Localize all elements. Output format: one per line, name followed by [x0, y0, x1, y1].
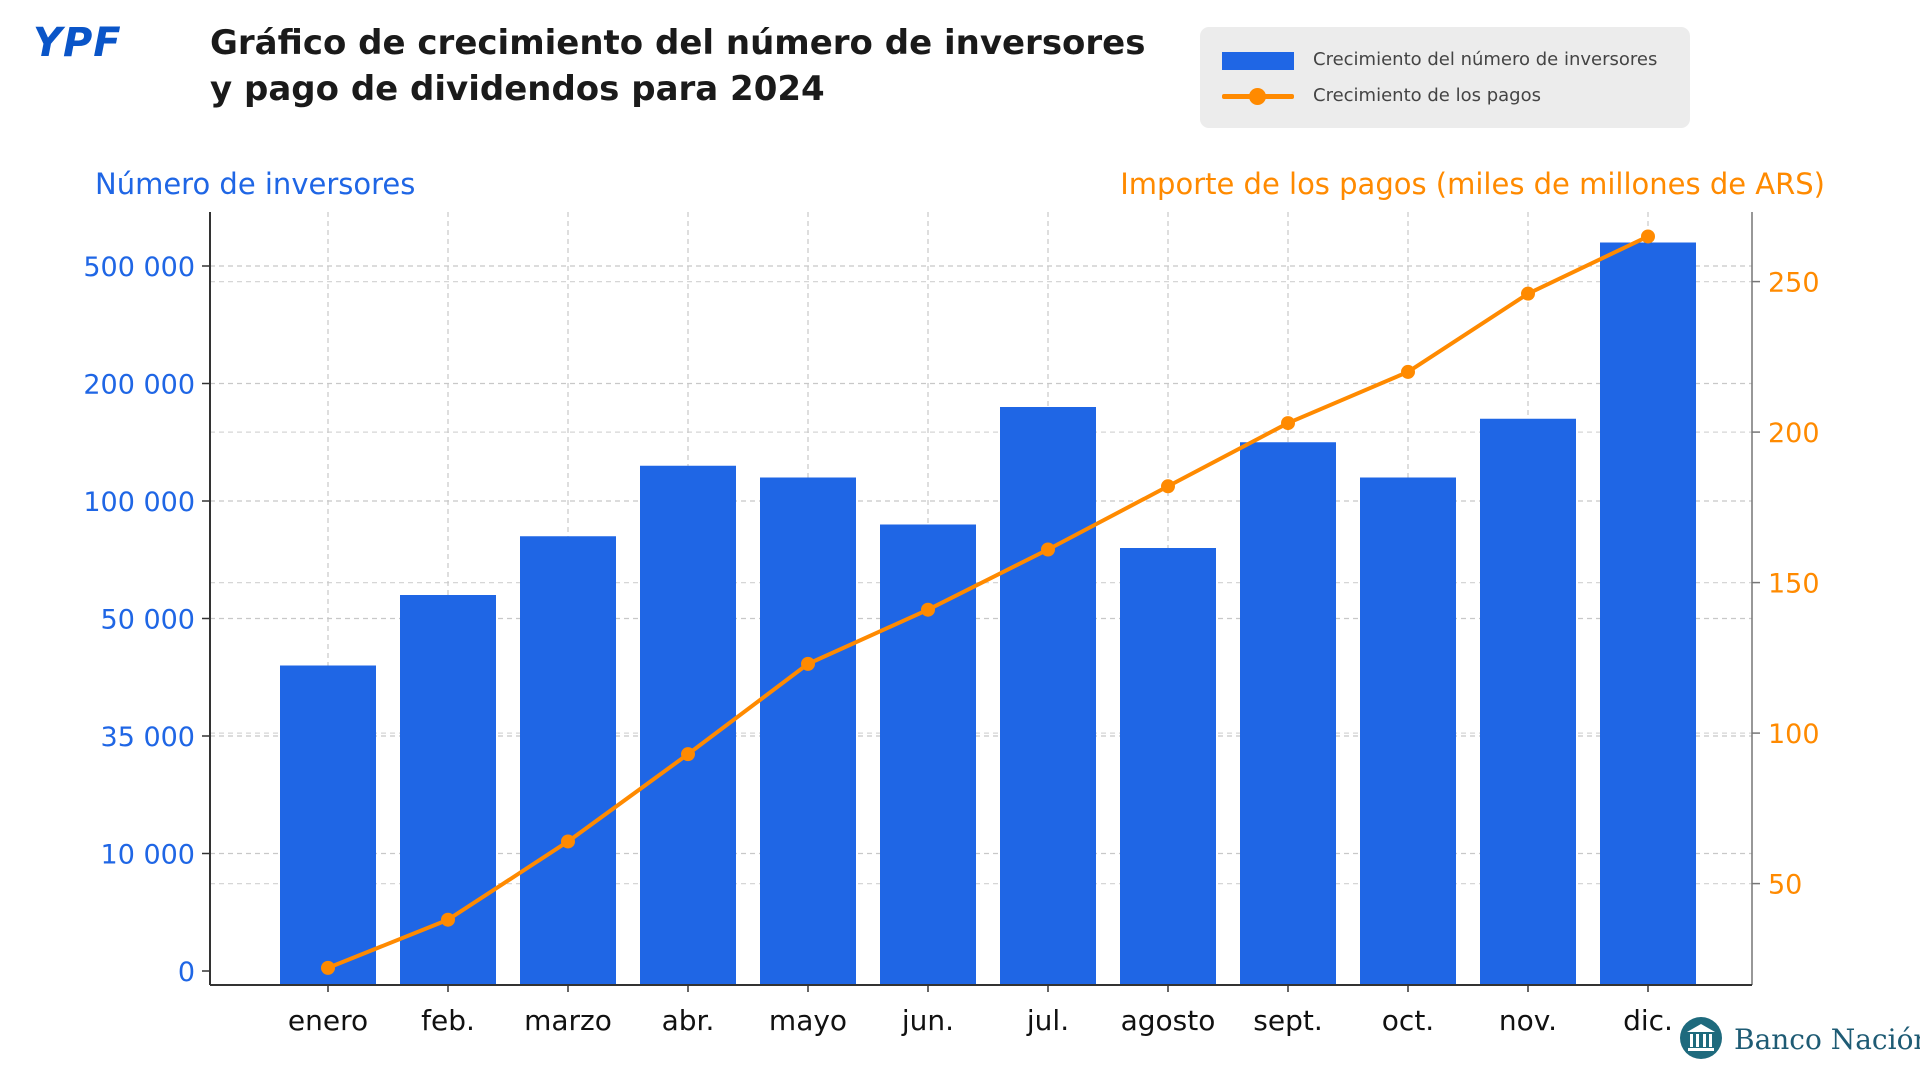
left-tick-label: 50 000 — [101, 605, 195, 636]
legend-line-label: Crecimiento de los pagos — [1313, 85, 1541, 106]
tick-labels: 0 10 000 35 000 50 000 100 000 200 000 500 000… — [83, 252, 1819, 1037]
right-tick-label: 50 — [1768, 870, 1802, 901]
left-tick-label: 0 — [178, 957, 195, 988]
legend-item-line: Crecimiento de los pagos — [1200, 80, 1690, 110]
ypf-logo: YPF — [33, 20, 122, 66]
x-tick-label: nov. — [1499, 1004, 1557, 1037]
bar — [1480, 418, 1576, 985]
chart-title-line-1: Gráfico de crecimiento del número de inv… — [210, 23, 1146, 63]
chart-title: Gráfico de crecimiento del número de inv… — [210, 20, 1145, 112]
right-tick-label: 100 — [1768, 719, 1820, 750]
line-point — [1401, 364, 1415, 379]
line-point — [321, 960, 335, 975]
x-tick-label: jun. — [901, 1004, 954, 1037]
left-tick-label: 200 000 — [83, 370, 195, 401]
left-tick-label: 35 000 — [101, 722, 195, 753]
left-axis-title: Número de inversores — [95, 167, 416, 201]
line-point — [1521, 286, 1535, 301]
right-axis-title: Importe de los pagos (miles de millones … — [1120, 167, 1825, 201]
x-tick-label: dic. — [1623, 1004, 1673, 1037]
line-point — [801, 656, 815, 671]
legend-bar-swatch — [1222, 52, 1294, 70]
banco-nacion-text: Banco Nación — [1734, 1023, 1920, 1056]
bar — [1120, 548, 1216, 985]
line-point — [1041, 542, 1055, 557]
line-point — [921, 602, 935, 617]
legend-bar-label: Crecimiento del número de inversores — [1313, 49, 1658, 70]
x-tick-label: feb. — [421, 1004, 475, 1037]
right-tick-label: 150 — [1768, 569, 1820, 600]
bar — [1360, 477, 1456, 985]
x-tick-label: abr. — [662, 1004, 715, 1037]
bar — [280, 665, 376, 985]
bar — [640, 465, 736, 985]
line-path — [327, 234, 1649, 970]
x-tick-label: marzo — [524, 1004, 612, 1037]
right-tick-label: 250 — [1768, 268, 1820, 299]
right-tick-label: 200 — [1768, 418, 1820, 449]
line-point — [1281, 416, 1295, 431]
x-tick-label: agosto — [1121, 1004, 1216, 1037]
x-tick-label: sept. — [1253, 1004, 1322, 1037]
left-tick-label: 100 000 — [83, 487, 195, 518]
line-series — [321, 229, 1655, 975]
bar — [1600, 242, 1696, 985]
left-tick-label: 500 000 — [83, 252, 195, 283]
bar — [880, 524, 976, 985]
bar — [1000, 407, 1096, 985]
x-tick-label: enero — [288, 1004, 368, 1037]
chart-title-line-2: y pago de dividendos para 2024 — [210, 69, 825, 109]
bar-series — [280, 242, 1696, 985]
legend-item-bars: Crecimiento del número de inversores — [1200, 44, 1690, 74]
line-point — [1641, 229, 1655, 244]
bar — [520, 536, 616, 985]
axes — [202, 212, 1760, 992]
legend-line-swatch — [1222, 88, 1294, 105]
left-tick-label: 10 000 — [101, 840, 195, 871]
bar — [1240, 442, 1336, 985]
x-tick-label: oct. — [1382, 1004, 1434, 1037]
line-point — [1161, 479, 1175, 494]
line-point — [681, 747, 695, 762]
line-point — [561, 834, 575, 849]
legend: Crecimiento del número de inversores Cre… — [1200, 27, 1690, 128]
bar — [760, 477, 856, 985]
x-tick-label: jul. — [1026, 1004, 1069, 1037]
x-tick-label: mayo — [769, 1004, 847, 1037]
line-point — [441, 912, 455, 927]
bank-building-icon — [1680, 1017, 1722, 1059]
